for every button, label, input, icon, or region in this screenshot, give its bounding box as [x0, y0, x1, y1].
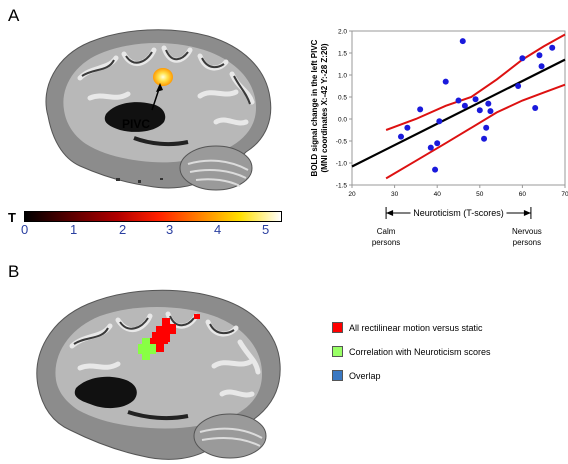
nervous-label-line1: Nervous: [512, 227, 542, 236]
data-point: [436, 118, 443, 125]
y-tick-label: -1.0: [336, 161, 348, 168]
data-point: [519, 55, 526, 62]
legend-swatch-red: [332, 322, 343, 333]
y-tick-label: -1.5: [336, 183, 348, 190]
colorbar-tick-2: 2: [119, 222, 127, 237]
data-point: [549, 44, 556, 51]
colorbar-tick-5: 5: [262, 222, 270, 237]
data-point: [455, 97, 462, 104]
data-point: [476, 107, 483, 114]
x-tick-label: 50: [476, 191, 484, 198]
ci-lower-line: [385, 83, 566, 180]
colorbar-tick-4: 4: [214, 222, 222, 237]
colorbar-tick-1: 1: [70, 222, 78, 237]
x-tick-label: 30: [391, 191, 399, 198]
plot-frame: [351, 30, 566, 186]
data-point: [483, 124, 490, 131]
colorbar: [24, 211, 282, 222]
x-tick-label: 20: [348, 191, 356, 198]
data-point: [532, 105, 539, 111]
x-tick-label: 70: [561, 191, 568, 198]
panel-b-label: B: [8, 262, 20, 281]
legend-swatch-green: [332, 346, 343, 357]
x-label-bg: [410, 206, 507, 218]
data-point: [459, 38, 466, 45]
data-point: [487, 108, 494, 115]
scatter-chart: 2.0 1.5 1.0 0.5 0.0 -0.5 -1.0 -1.520 30 40 50 60 70 B…: [310, 29, 568, 248]
legend-label: Correlation with Neuroticism scores: [349, 346, 491, 357]
y-axis-label: BOLD signal change in the left PIVC: [310, 39, 319, 176]
legend-item: Overlap: [332, 370, 491, 381]
data-point: [536, 52, 543, 59]
legend-item: Correlation with Neuroticism scores: [332, 346, 491, 357]
y-tick-label: 1.5: [338, 51, 347, 58]
x-bracket-arrow-left: [386, 210, 394, 216]
brain-sagittal-image-b: [36, 289, 281, 460]
colorbar-tick-3: 3: [166, 222, 174, 237]
data-point: [538, 63, 545, 70]
x-axis-label: Neuroticism (T-scores): [413, 208, 504, 218]
y-tick-label: 2.0: [338, 29, 347, 36]
colorbar-title: T: [8, 210, 16, 225]
y-axis-label-coords: (MNI coordinates X:-42 Y:-28 Z:20): [320, 43, 329, 172]
legend-swatch-blue: [332, 370, 343, 381]
data-point: [397, 133, 404, 140]
calm-label-line2: persons: [372, 238, 400, 247]
x-tick-label: 40: [434, 191, 442, 198]
nervous-label-line2: persons: [513, 238, 541, 247]
y-tick-label: -0.5: [336, 139, 348, 146]
data-point: [417, 106, 424, 113]
data-point: [485, 100, 492, 107]
panel-a-label: A: [8, 6, 20, 25]
data-point: [432, 166, 439, 173]
legend-label: Overlap: [349, 370, 381, 381]
data-point: [461, 102, 468, 109]
data-point: [472, 96, 479, 103]
legend-label: All rectilinear motion versus static: [349, 322, 483, 333]
brain-sagittal-image-a: PIVC: [45, 29, 272, 191]
x-bracket-arrow-right: [523, 210, 531, 216]
data-point: [434, 140, 441, 147]
data-point: [427, 144, 434, 151]
y-tick-label: 1.0: [338, 73, 347, 80]
data-point: [404, 124, 411, 131]
data-point: [481, 135, 488, 142]
data-point: [442, 78, 449, 85]
regression-line: [351, 58, 566, 168]
x-tick-label: 60: [519, 191, 527, 198]
calm-label-line1: Calm: [377, 227, 396, 236]
legend-item: All rectilinear motion versus static: [332, 322, 491, 333]
legend: All rectilinear motion versus static Cor…: [332, 322, 491, 381]
pivc-label: PIVC: [122, 117, 150, 131]
y-tick-label: 0.5: [338, 95, 347, 102]
ci-upper-line: [385, 33, 566, 131]
data-point: [515, 83, 522, 89]
colorbar-tick-0: 0: [21, 222, 29, 237]
y-tick-label: 0.0: [338, 117, 347, 124]
